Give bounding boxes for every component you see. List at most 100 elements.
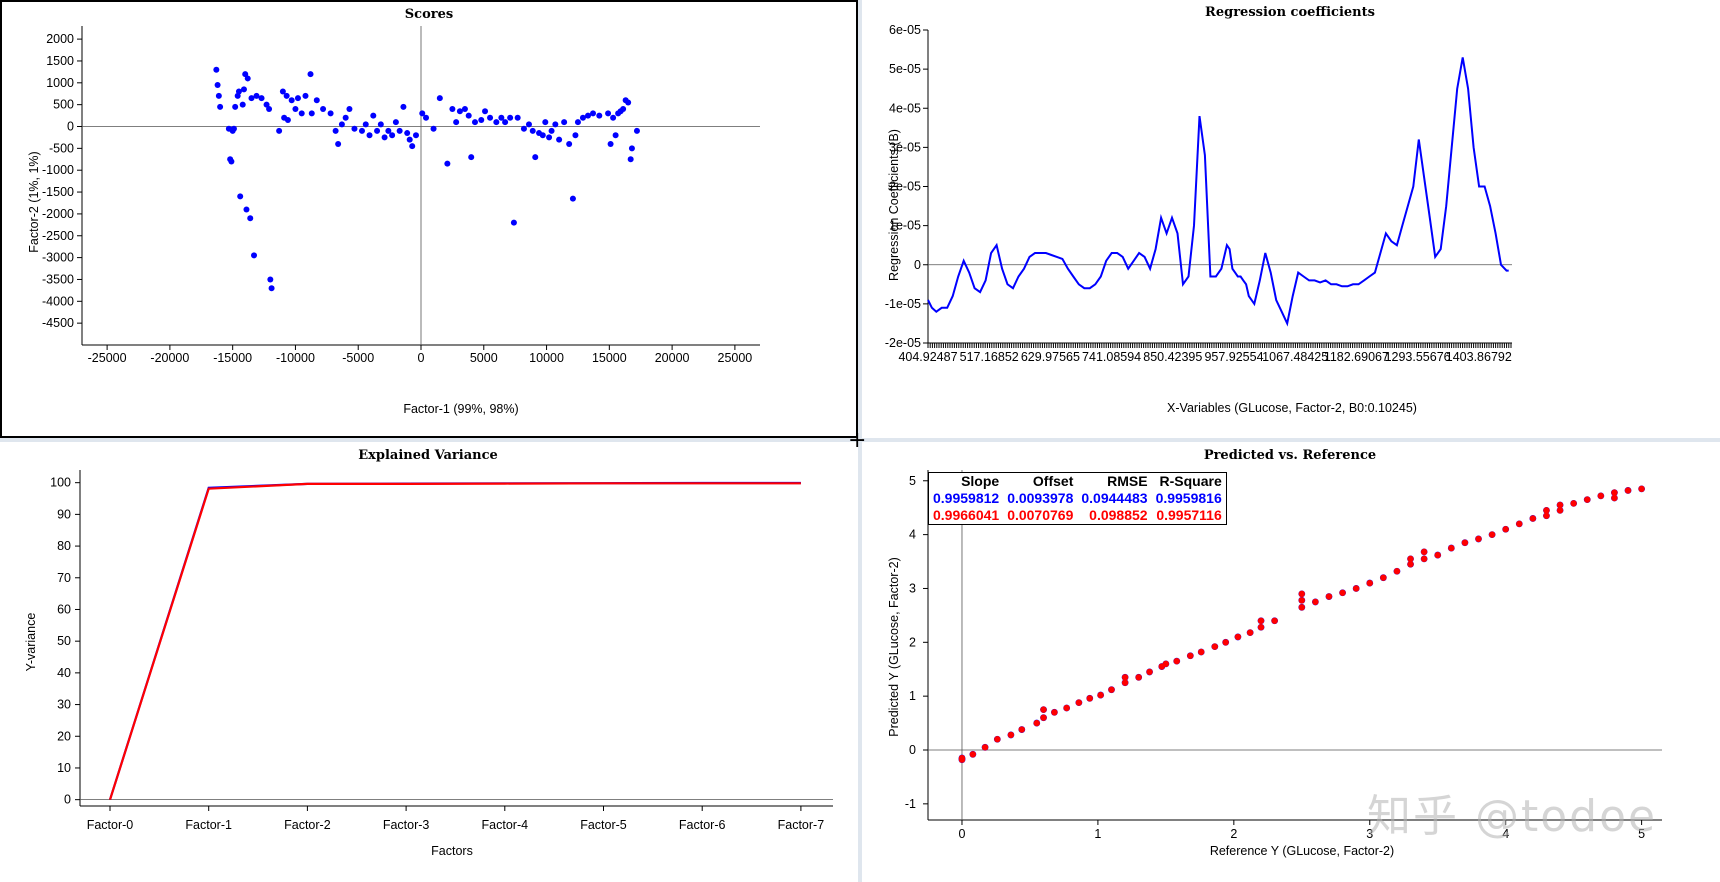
predicted-y-tick-label: 5 [909,474,916,488]
predicted-point [1624,487,1632,494]
scores-point [507,114,514,121]
predicted-point [1298,597,1305,604]
predicted-point [1475,535,1482,543]
scores-point [590,110,597,117]
variance-y-tick-label: 50 [57,634,71,648]
regression-y-tick-label: -1e-05 [885,297,921,311]
scores-point [400,103,407,110]
predicted-y-tick-label: 1 [909,689,916,703]
scores-x-tick-label: 10000 [529,351,564,365]
scores-point [253,92,260,99]
regression-coefficients-panel[interactable]: Regression coefficients X-Variables (GLu… [862,0,1720,438]
scores-y-tick-label: -1000 [42,163,74,177]
regression-marks: 6e-05 5e-05 4e-05 3e-05 2e-05 1e-05 0 -1e-05 -2e… [885,23,1512,364]
scores-point [242,71,249,78]
scores-point [579,114,586,121]
predicted-ylabel: Predicted Y (GLucose, Factor-2) [887,557,901,736]
scores-point [247,215,254,222]
variance-series-line [108,482,801,801]
predicted-point [1257,624,1265,631]
scores-point [482,108,489,115]
scores-point [409,143,416,150]
scores-point [444,160,451,167]
scores-point [244,75,251,82]
predicted-point [1075,699,1083,706]
explained-variance-panel[interactable]: Explained Variance Factors Y-variance 10… [0,442,858,882]
scores-y-tick-label: -4500 [42,316,74,330]
regression-x-tick-label: 404.92487 [898,350,957,364]
predicted-point [1543,512,1550,519]
predicted-y-tick-label: 2 [909,635,916,649]
scores-y-tick-label: -3000 [42,251,74,265]
scores-point [542,119,549,126]
scores-point [628,145,635,152]
predicted-point [1420,548,1428,556]
predicted-point [981,744,989,751]
scores-point [284,116,291,123]
scores-point [313,97,320,104]
scores-point [302,92,309,99]
scores-point [366,132,373,139]
scores-x-tick-label: 20000 [655,351,690,365]
variance-y-tick-label: 60 [57,602,71,616]
scores-point [243,206,250,213]
scores-plot[interactable]: Scores Factor-1 (99%, 98%) Factor-2 (1%,… [2,2,856,436]
scores-point [351,125,358,132]
scores-point [335,140,342,147]
regression-x-tick-label: 957.92554 [1204,350,1263,364]
scores-point [419,110,426,117]
variance-x-tick-label: Factor-6 [679,818,726,832]
scores-point [620,106,627,113]
scores-y-tick-label: -2000 [42,207,74,221]
scores-point [510,219,517,226]
predicted-point [1366,579,1373,587]
scores-x-tick-label: -5000 [342,351,374,365]
scores-plot-panel[interactable]: Scores Factor-1 (99%, 98%) Factor-2 (1%,… [0,0,858,438]
predicted-y-tick-label: 3 [909,581,916,595]
scores-point [546,134,553,141]
predicted-point [1211,643,1219,650]
predicted-point [1007,731,1015,739]
scores-point [493,119,500,126]
predicted-x-tick-label: 5 [1638,827,1645,841]
predicted-vs-reference-panel[interactable]: Predicted vs. Reference Reference Y (GLu… [862,442,1720,882]
scores-point [294,95,301,102]
scores-point [214,81,221,88]
scores-point [552,121,559,128]
stats-cell: 0.9959812 [933,490,1000,506]
scores-y-tick-label: -4000 [42,294,74,308]
stats-header-slope: Slope [961,473,1000,489]
predicted-point [1448,544,1455,552]
predicted-point [1187,652,1194,659]
scores-point [566,140,573,147]
scores-point [404,130,411,137]
scores-point [548,127,555,134]
variance-x-tick-label: Factor-3 [383,818,430,832]
regression-series-line [927,57,1509,327]
scores-point [412,132,419,139]
variance-y-tick-label: 100 [50,476,71,490]
scores-point [406,136,413,143]
stats-header-offset: Offset [1032,473,1074,489]
predicted-vs-reference-plot[interactable]: Predicted vs. Reference Reference Y (GLu… [862,442,1720,882]
scores-point [215,92,222,99]
predicted-point [1135,674,1142,681]
scores-point [436,95,443,102]
regression-ylabel: Regression Coefficients (B) [887,129,901,281]
explained-variance-plot[interactable]: Explained Variance Factors Y-variance 10… [0,442,858,882]
predicted-point [1556,507,1564,514]
scores-point [342,114,349,121]
regression-y-tick-label: 3e-05 [889,140,921,154]
regression-x-tick-label: 1403.86792 [1446,350,1512,364]
variance-series-line [108,481,801,801]
predicted-point [1312,598,1319,606]
regression-y-tick-label: 0 [914,258,921,272]
panel-separator-horizontal [0,438,1720,442]
regression-coefficients-plot[interactable]: Regression coefficients X-Variables (GLu… [862,0,1720,438]
scores-x-tick-label: -10000 [276,351,315,365]
scores-point [396,127,403,134]
scores-point [633,127,640,134]
predicted-point [1162,660,1170,668]
scores-y-tick-label: 1500 [46,54,74,68]
